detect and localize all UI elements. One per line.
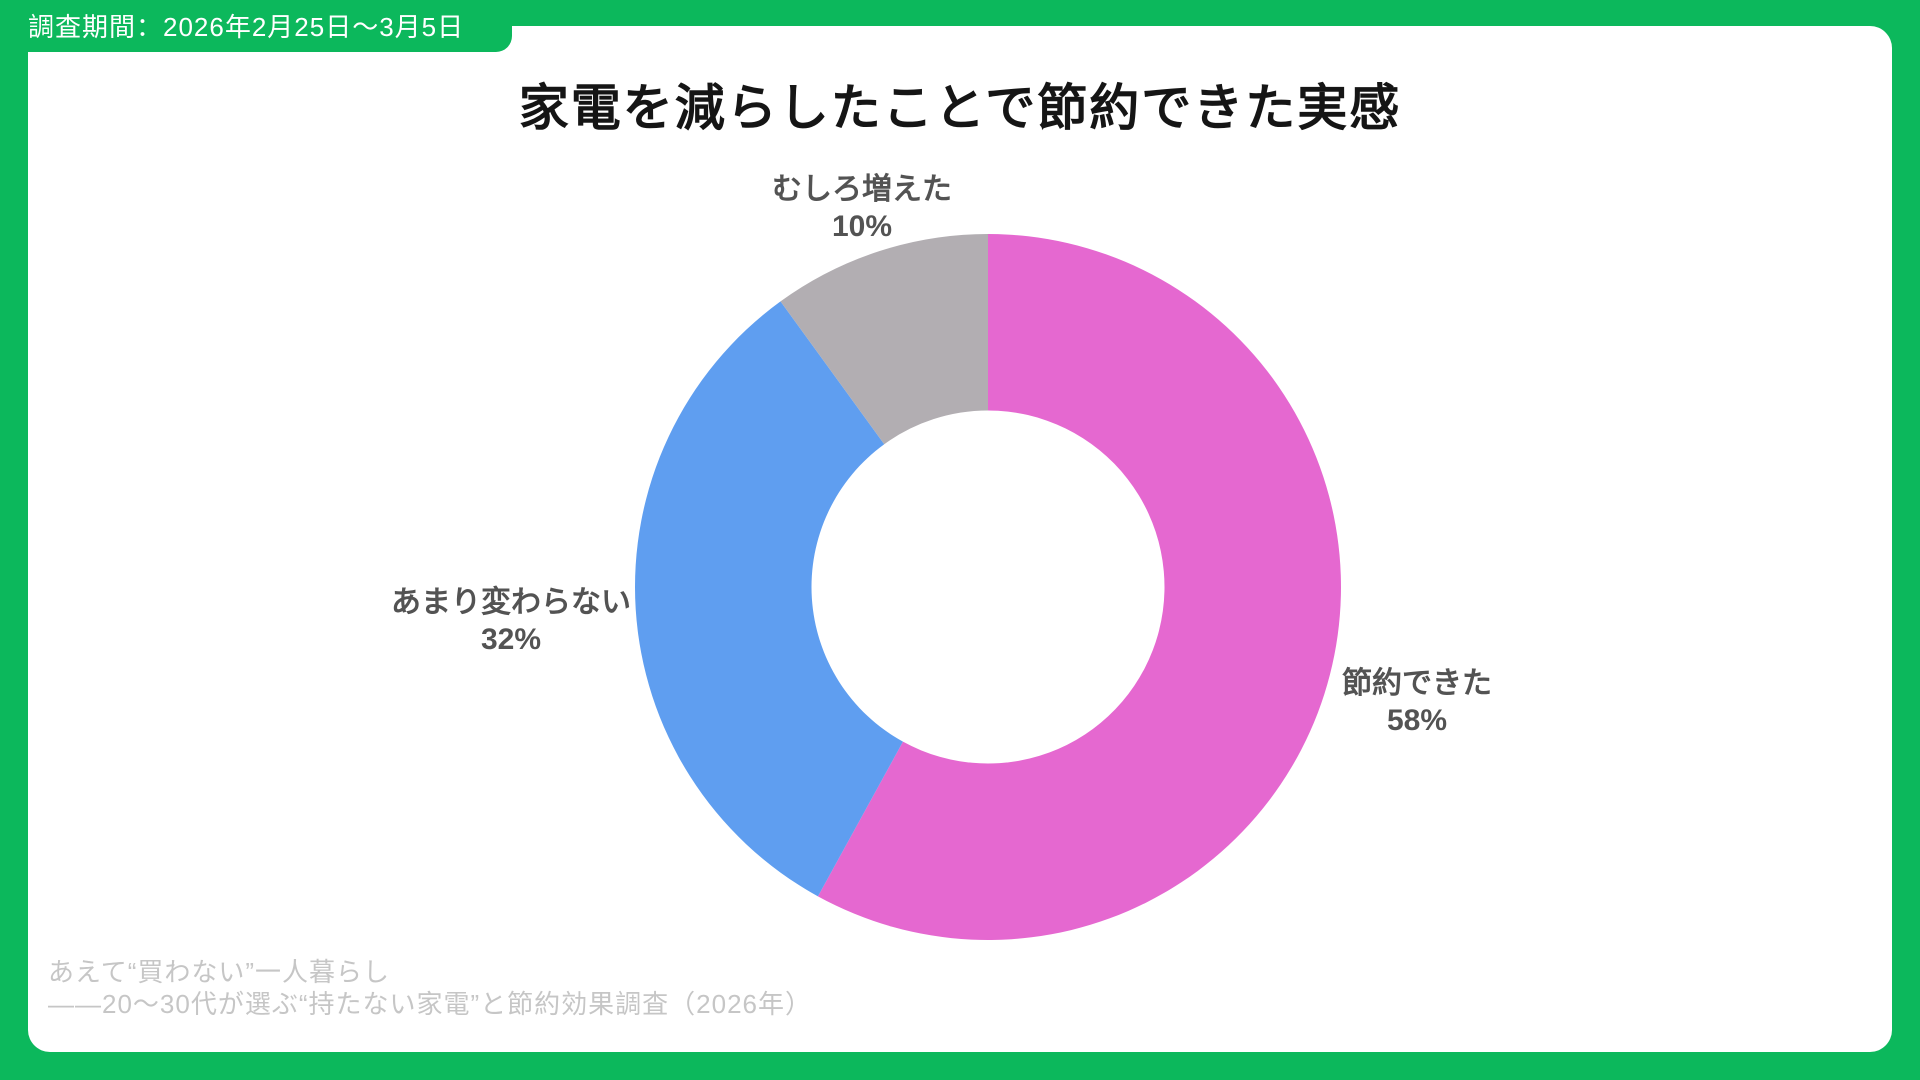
donut-label-text: むしろ増えた <box>772 173 952 206</box>
chart-title: 家電を減らしたことで節約できた実感 <box>518 80 1402 136</box>
donut-label-pct: 10% <box>831 210 893 243</box>
donut-segment-0 <box>817 234 1341 940</box>
survey-period-text: 調査期間：2026年2月25日〜3月5日 <box>28 11 465 42</box>
donut-label-text: あまり変わらない <box>391 586 631 619</box>
donut-label-pct: 58% <box>1386 704 1448 737</box>
donut-label-setsuyaku-dekita: 節約できた 58% <box>1342 665 1492 739</box>
donut-label-pct: 32% <box>480 623 542 656</box>
donut-segment-2 <box>780 234 988 445</box>
donut-label-text: 節約できた <box>1342 667 1492 700</box>
survey-period-badge: 調査期間：2026年2月25日〜3月5日 <box>0 0 513 52</box>
source-caption-line2: ——20〜30代が選ぶ“持たない家電”と節約効果調査（2026年） <box>48 989 812 1019</box>
source-caption-line1: あえて“買わない”一人暮らし <box>48 957 391 987</box>
donut-label-mushiro-fueta: むしろ増えた 10% <box>772 171 952 245</box>
donut-segments <box>634 234 1341 940</box>
source-caption: あえて“買わない”一人暮らし ——20〜30代が選ぶ“持たない家電”と節約効果調… <box>48 956 812 1020</box>
donut-label-amari-kawaranai: あまり変わらない 32% <box>391 584 631 658</box>
donut-segment-1 <box>634 301 903 897</box>
